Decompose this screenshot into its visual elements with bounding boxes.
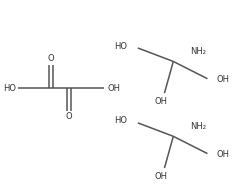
Text: O: O [47,54,54,63]
Text: NH₂: NH₂ [189,47,205,56]
Text: HO: HO [114,42,127,50]
Text: OH: OH [215,75,228,84]
Text: OH: OH [107,84,120,93]
Text: HO: HO [114,117,127,125]
Text: HO: HO [4,84,16,93]
Text: O: O [65,112,72,121]
Text: OH: OH [215,150,228,159]
Text: NH₂: NH₂ [189,122,205,131]
Text: OH: OH [154,97,167,106]
Text: OH: OH [154,172,167,181]
